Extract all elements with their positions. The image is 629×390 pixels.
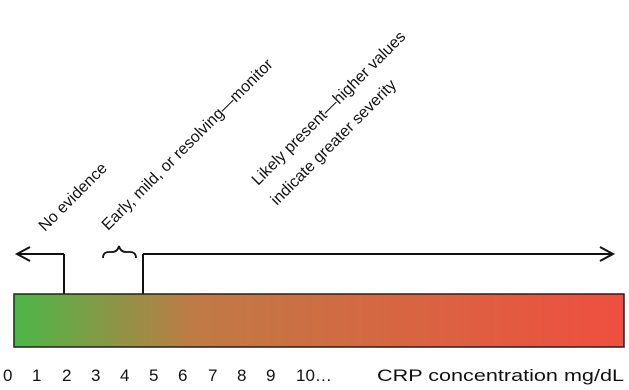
likely-present-arrow (142, 246, 616, 294)
tick-label: 1 (32, 366, 41, 385)
label-likely-present-line1: Likely present—higher values (249, 28, 409, 188)
early-zone-brace (102, 245, 137, 259)
tick-label: 3 (91, 366, 100, 385)
crp-gradient-bar (13, 293, 625, 348)
tick-labels: 0 1 2 3 4 5 6 7 8 9 10… (3, 366, 332, 385)
no-evidence-arrow (14, 246, 65, 294)
tick-label: 0 (3, 366, 12, 385)
tick-label: 9 (266, 366, 275, 385)
label-early-mild-resolving: Early, mild, or resolving—monitor (99, 56, 277, 234)
tick-label: 6 (178, 366, 187, 385)
tick-label: 8 (237, 366, 246, 385)
tick-label: 7 (208, 366, 217, 385)
tick-label: 10… (296, 366, 332, 385)
scale-unit-label: CRP concentration mg/dL (377, 366, 624, 385)
tick-label: 5 (149, 366, 158, 385)
tick-label: 4 (120, 366, 129, 385)
tick-label: 2 (62, 366, 71, 385)
